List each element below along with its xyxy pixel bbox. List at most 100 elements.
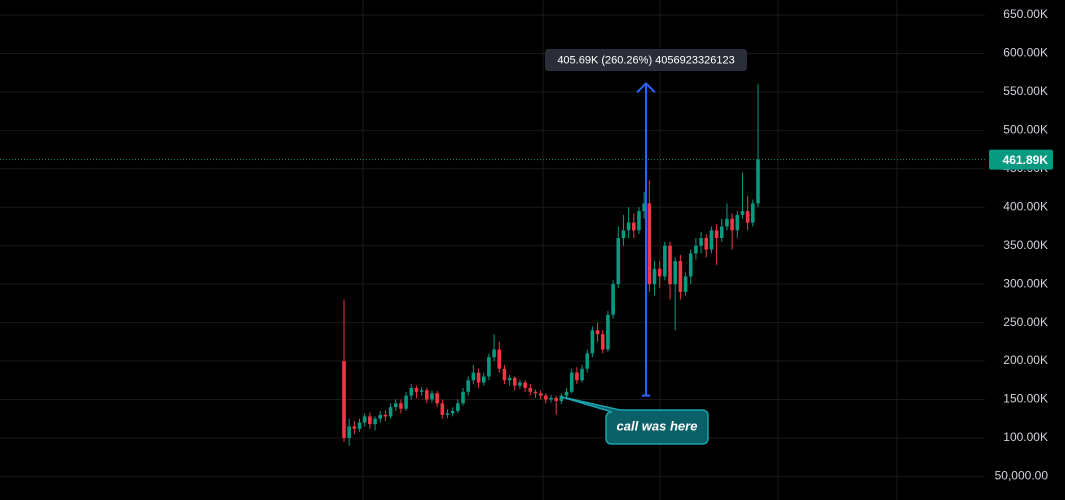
candle-body [466, 380, 470, 392]
candle-body [445, 413, 450, 415]
candle-body [492, 349, 496, 358]
y-tick-label: 600.00K [1003, 46, 1048, 60]
candle-body [585, 353, 590, 369]
candle-body [512, 377, 517, 386]
candle-body [533, 391, 538, 394]
candle-body [487, 357, 491, 377]
candle-body [471, 372, 476, 381]
candle-body [404, 395, 408, 409]
callout-text: call was here [617, 418, 698, 433]
candle-body [538, 393, 543, 396]
candle-body [373, 418, 377, 425]
candle-body [652, 268, 657, 285]
candles [342, 84, 760, 446]
candle-body [440, 403, 445, 415]
candle-body [632, 222, 636, 231]
candle-body [600, 334, 605, 350]
candle-body [425, 390, 429, 400]
candle-body [683, 276, 688, 292]
candle-body [502, 368, 507, 381]
candle-body [383, 414, 388, 417]
candle-body [725, 218, 729, 227]
candle-body [357, 422, 362, 429]
candle-body [435, 393, 439, 404]
candle-body [637, 211, 641, 231]
candle-body [714, 230, 719, 239]
candle-body [476, 372, 481, 383]
candle-body [642, 203, 646, 212]
candle-body [564, 391, 569, 396]
candle-body [456, 403, 460, 412]
candle-body [554, 397, 558, 402]
candle-body [347, 426, 351, 438]
candle-body [694, 245, 698, 254]
candle-body [549, 397, 553, 400]
candle-body [352, 426, 357, 429]
measure-label: 405.69K (260.26%) 4056923326123 [557, 54, 734, 66]
candle-body [590, 330, 595, 354]
candle-body [751, 203, 755, 223]
y-tick-label: 350.00K [1003, 238, 1048, 252]
candle-body [518, 382, 522, 386]
candle-body [414, 387, 419, 392]
candle-body [450, 411, 455, 414]
y-tick-label: 300.00K [1003, 276, 1048, 290]
candle-body [626, 222, 631, 231]
y-tick-label: 250.00K [1003, 315, 1048, 329]
candle-body [393, 403, 398, 408]
candle-body [362, 416, 367, 423]
callout-bubble [561, 396, 709, 445]
candle-body [699, 238, 703, 246]
candle-body [368, 416, 372, 425]
candle-body [719, 226, 724, 239]
y-tick-label: 550.00K [1003, 84, 1048, 98]
candle-body [730, 218, 734, 231]
candle-body [688, 253, 693, 277]
candle-body [523, 382, 527, 388]
candle-body [663, 245, 667, 277]
candle-body [621, 230, 626, 239]
grid: 50,000.00 100.00K 150.00K 200.00K 250.00K 300… [0, 7, 1049, 483]
candle-body [580, 368, 584, 381]
candle-body [419, 390, 424, 392]
measure-arrowhead [636, 82, 656, 94]
candle-body [657, 268, 662, 277]
y-tick-label: 200.00K [1003, 353, 1048, 367]
overlay: 461.89K 405.69K (260.26%) 4056923326123 ca… [0, 49, 1053, 445]
last-price-box [989, 149, 1053, 170]
y-tick-label: 400.00K [1003, 199, 1048, 213]
y-tick-label: 50,000.00 [995, 469, 1049, 483]
candle-body [507, 377, 512, 381]
candle-body [342, 361, 346, 438]
candle-body [735, 214, 740, 231]
candle-body [399, 403, 403, 409]
candle-body [378, 414, 383, 419]
candle-body [569, 372, 574, 392]
measure-box [545, 49, 747, 71]
candle-body [497, 349, 502, 369]
y-tick-label: 100.00K [1003, 430, 1048, 444]
candle-body [709, 230, 714, 250]
candle-body [616, 238, 621, 285]
candle-body [668, 245, 672, 285]
candle-body [678, 261, 683, 292]
y-tick-label: 650.00K [1003, 7, 1048, 21]
y-tick-label: 150.00K [1003, 392, 1048, 406]
candle-body [595, 330, 600, 335]
candle-body [673, 261, 677, 285]
candle-body [544, 395, 548, 400]
candle-body [461, 391, 465, 404]
candle-body [559, 395, 564, 402]
candle-body [430, 393, 434, 400]
candle-body [611, 284, 615, 315]
candle-body [388, 407, 393, 417]
candle-body [740, 211, 745, 215]
candle-body [647, 203, 652, 285]
candle-body [756, 159, 760, 204]
y-tick-label: 500.00K [1003, 123, 1048, 137]
candle-body [575, 372, 579, 381]
candle-body [409, 387, 414, 396]
candle-body [481, 376, 486, 383]
candle-body [704, 238, 709, 250]
